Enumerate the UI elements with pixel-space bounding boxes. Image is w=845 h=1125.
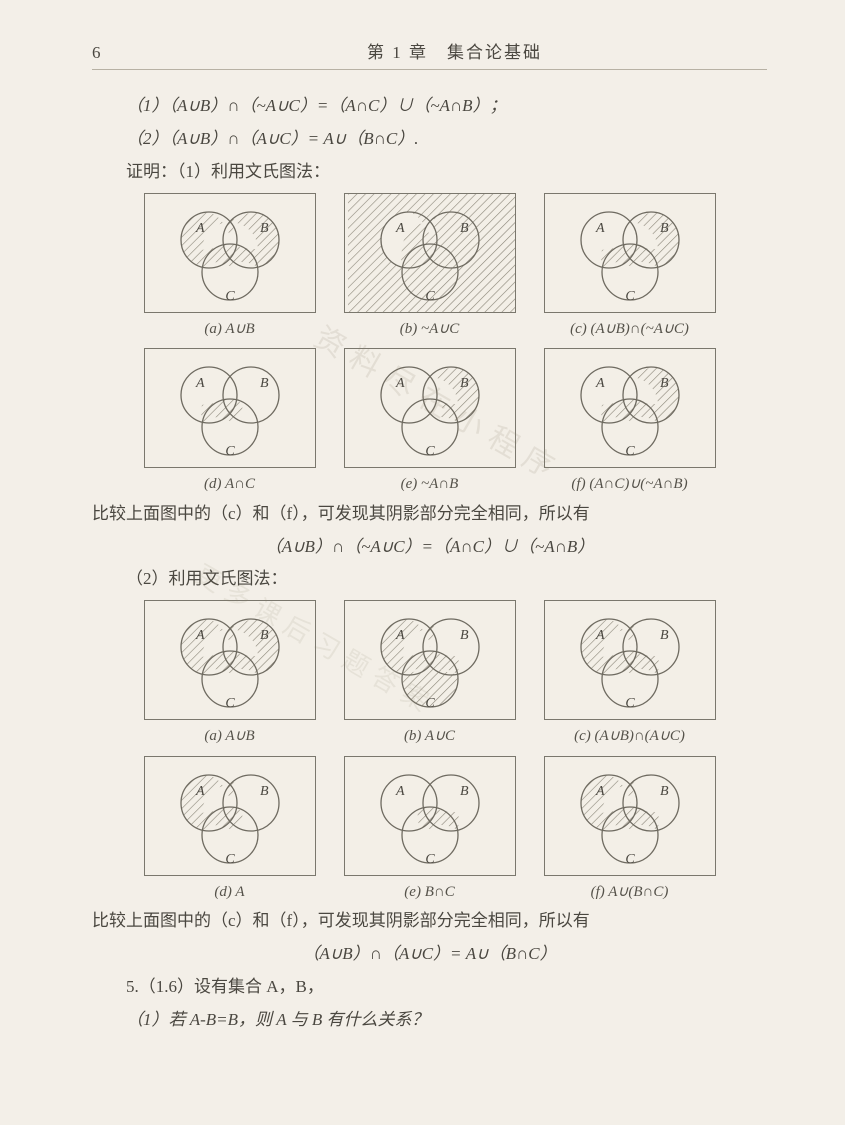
venn-diagram: A B C [344,348,516,468]
venn-caption: (d) A [214,880,244,906]
svg-text:C: C [625,696,635,711]
eq-line-1: （1）（A∪B）∩（~A∪C）=（A∩C）∪（~A∩B）； [92,92,767,121]
svg-text:C: C [425,289,435,304]
venn-diagram: A B C [544,600,716,720]
page-body: （1）（A∪B）∩（~A∪C）=（A∩C）∪（~A∩B）； （2）（A∪B）∩（… [92,92,767,1035]
venn-caption: (f) (A∩C)∪(~A∩B) [571,472,687,498]
svg-text:A: A [595,221,605,236]
venn-cell: A B C (b) A∪C [344,600,516,750]
svg-text:B: B [460,628,469,643]
venn-cell: A B C (b) ~A∪C [344,193,516,343]
svg-text:B: B [260,376,269,391]
venn-diagram: A B C [144,348,316,468]
venn-cell: A B C (c) (A∪B)∩(~A∪C) [544,193,716,343]
venn-cell: A B C (d) A [144,756,316,906]
svg-text:A: A [195,221,205,236]
svg-text:A: A [395,376,405,391]
venn-caption: (a) A∪B [204,317,254,343]
venn-caption: (f) A∪(B∩C) [591,880,669,906]
page-header: 6 第 1 章 集合论基础 [92,38,767,70]
venn-cell: A B C (e) ~A∩B [344,348,516,498]
svg-text:C: C [625,852,635,867]
venn-cell: A B C (e) B∩C [344,756,516,906]
eq-line-2: （2）（A∪B）∩（A∪C）= A∪（B∩C）. [92,125,767,154]
chapter-title: 第 1 章 集合论基础 [142,38,767,63]
venn-diagram: A B C [544,348,716,468]
svg-text:C: C [225,852,235,867]
venn-group-2-row-2: A B C (d) A A B C (e) B∩C A B C (f) A∪(B… [92,756,767,906]
svg-text:B: B [460,784,469,799]
svg-text:B: B [660,221,669,236]
venn-group-1-row-1: A B C (a) A∪B A B C (b) ~A∪C A B C (c) (… [92,193,767,343]
venn-caption: (e) ~A∩B [401,472,459,498]
eq-center-1: （A∪B）∩（~A∪C）=（A∩C）∪（~A∩B） [92,533,767,562]
venn-diagram: A B C [344,193,516,313]
svg-text:A: A [195,628,205,643]
svg-text:A: A [595,784,605,799]
venn-diagram: A B C [144,600,316,720]
compare-2: 比较上面图中的（c）和（f），可发现其阴影部分完全相同，所以有 [92,907,767,936]
page-root: 资料尽在小程序 更多课后习题答案 6 第 1 章 集合论基础 （1）（A∪B）∩… [0,0,845,1125]
svg-text:C: C [625,444,635,459]
svg-text:C: C [225,696,235,711]
svg-text:A: A [195,376,205,391]
venn-cell: A B C (a) A∪B [144,600,316,750]
svg-text:B: B [660,376,669,391]
svg-text:B: B [260,784,269,799]
venn-diagram: A B C [144,756,316,876]
svg-text:C: C [225,289,235,304]
svg-text:B: B [660,628,669,643]
proof-1-intro: 证明：（1）利用文氏图法： [92,158,767,187]
svg-text:A: A [595,628,605,643]
svg-text:A: A [195,784,205,799]
svg-text:B: B [460,221,469,236]
svg-text:A: A [395,628,405,643]
venn-diagram: A B C [344,600,516,720]
page-number: 6 [92,43,142,63]
venn-diagram: A B C [544,756,716,876]
venn-caption: (b) ~A∪C [400,317,460,343]
proof-2-intro: （2）利用文氏图法： [92,565,767,594]
svg-text:B: B [660,784,669,799]
venn-caption: (c) (A∪B)∩(~A∪C) [570,317,689,343]
venn-caption: (b) A∪C [404,724,455,750]
svg-text:B: B [460,376,469,391]
venn-cell: A B C (c) (A∪B)∩(A∪C) [544,600,716,750]
venn-cell: A B C (f) A∪(B∩C) [544,756,716,906]
svg-text:C: C [225,444,235,459]
venn-caption: (a) A∪B [204,724,254,750]
svg-text:C: C [625,289,635,304]
svg-text:C: C [425,444,435,459]
venn-diagram: A B C [544,193,716,313]
svg-text:C: C [425,852,435,867]
eq-center-2: （A∪B）∩（A∪C）= A∪（B∩C） [92,940,767,969]
svg-text:B: B [260,628,269,643]
svg-text:A: A [395,221,405,236]
venn-cell: A B C (f) (A∩C)∪(~A∩B) [544,348,716,498]
venn-caption: (d) A∩C [204,472,255,498]
venn-caption: (e) B∩C [404,880,454,906]
svg-text:A: A [595,376,605,391]
q5-sub-1: （1）若 A-B=B，则 A 与 B 有什么关系？ [92,1006,767,1035]
svg-text:A: A [395,784,405,799]
venn-cell: A B C (d) A∩C [144,348,316,498]
venn-group-1-row-2: A B C (d) A∩C A B C (e) ~A∩B A B C (f) (… [92,348,767,498]
compare-1: 比较上面图中的（c）和（f），可发现其阴影部分完全相同，所以有 [92,500,767,529]
venn-diagram: A B C [144,193,316,313]
venn-diagram: A B C [344,756,516,876]
svg-text:C: C [425,696,435,711]
q5-title: 5.（1.6）设有集合 A，B， [92,973,767,1002]
venn-caption: (c) (A∪B)∩(A∪C) [574,724,685,750]
venn-cell: A B C (a) A∪B [144,193,316,343]
venn-group-2-row-1: A B C (a) A∪B A B C (b) A∪C A B C (c) (A… [92,600,767,750]
svg-text:B: B [260,221,269,236]
